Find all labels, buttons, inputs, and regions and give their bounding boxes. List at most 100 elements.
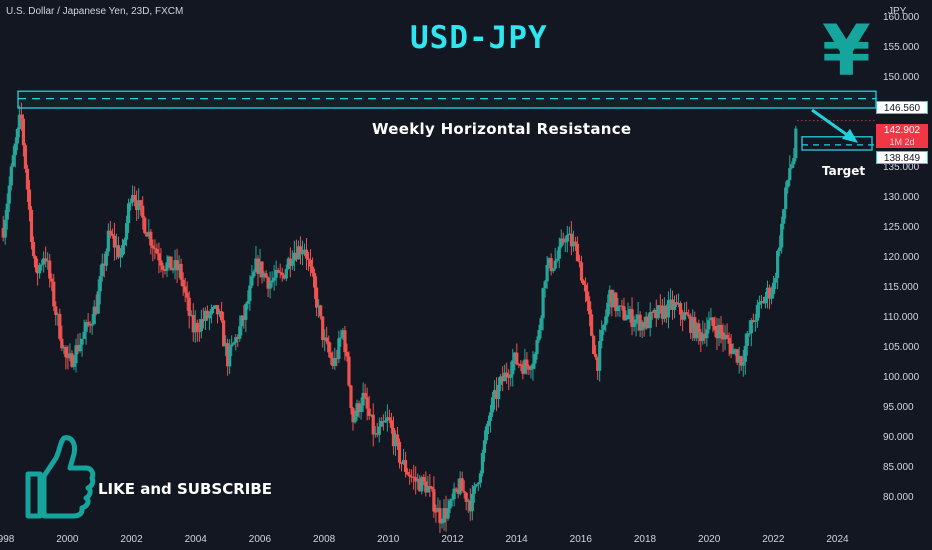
candle-body [771,282,776,295]
candle-body [236,337,240,339]
y-tick-label: 160.000 [883,12,920,23]
candle-body [375,433,379,435]
candle-body [345,352,349,357]
candle-body [691,317,695,333]
candle-body [428,486,432,488]
candle-body [298,246,303,255]
candle-body [131,194,135,203]
candle-body [276,270,280,273]
candle-body [492,389,497,398]
candle-body [685,312,689,315]
candle-body [689,316,693,333]
candle-body [561,238,565,242]
candle-body [104,251,108,266]
candle-body [321,316,325,340]
candle-body [638,314,642,331]
candle-body [743,345,747,362]
candle-body [592,335,596,355]
candle-body [38,264,42,274]
candle-body [319,305,323,317]
symbol-header: U.S. Dollar / Japanese Yen, 23D, FXCM [6,6,184,17]
candle-body [634,319,638,324]
candle-body [393,434,398,447]
candle-body [244,303,248,320]
y-tick-label: 110.000 [883,312,919,323]
candle-body [496,384,501,399]
candle-body [33,256,38,268]
candle-body [19,114,24,119]
candle-body [294,252,298,260]
candle-body [387,417,392,421]
x-tick-label: 2016 [569,534,592,545]
candle-body [308,259,313,267]
candle-body [759,301,764,303]
candle-body [458,478,462,494]
candle-body [563,241,567,243]
candle-body [559,238,563,247]
candle-body [363,392,367,398]
candle-body [545,264,549,282]
candle-body [488,412,493,421]
candle-body [381,421,385,423]
candle-body [778,247,782,251]
candle-body [448,500,452,509]
candle-body [205,310,210,319]
candle-body [359,405,363,413]
target-arrow-shaft [811,108,851,139]
candle-body [602,324,606,331]
candle-body [640,321,644,331]
candle-body [272,277,276,281]
candle-body [54,306,58,316]
candle-body [735,349,739,363]
candle-body [145,233,149,237]
candle-body [788,168,792,181]
candle-body [219,311,224,321]
y-tick-label: 135.000 [883,162,920,173]
candle-body [155,249,159,254]
candle-body [339,337,343,339]
candle-body [21,118,26,146]
candle-body [325,337,329,342]
candle-body [343,330,347,353]
candle-body [499,376,503,385]
candle-body [418,478,422,492]
candle-body [76,345,80,352]
like-subscribe-label[interactable]: LIKE and SUBSCRIBE [98,480,273,498]
candle-body [406,472,410,475]
candle-body [88,323,92,326]
y-tick-label: 150.000 [883,72,920,83]
candle-body [525,359,529,367]
candle-body [763,296,768,304]
x-tick-label: 2012 [441,534,464,545]
candle-body [654,309,658,319]
candle-body [739,356,743,366]
candle-body [535,340,539,354]
candle-body [784,187,788,210]
candle-body [541,288,545,319]
candle-body [147,231,151,237]
candle-body [642,321,646,329]
candle-body [715,330,719,339]
candle-body [84,322,88,332]
candle-body [209,308,214,315]
candle-body [234,337,238,343]
candle-body [296,246,301,260]
candle-body [232,342,236,345]
candle-body [494,389,499,399]
candle-body [426,486,430,493]
candle-body [399,462,404,464]
candle-body [23,145,28,169]
candle-body [539,318,543,331]
candle-body [266,277,270,289]
x-tick-label: 2020 [698,534,721,545]
candle-body [306,258,311,260]
y-tick-label: 155.000 [883,42,920,53]
candle-body [282,275,286,279]
candle-body [446,508,450,519]
candle-body [594,354,598,358]
thumbs-up-icon[interactable] [20,432,96,520]
candle-body [632,323,636,327]
candle-body [7,185,11,204]
candle-body [537,330,541,341]
candle-body [106,230,110,252]
